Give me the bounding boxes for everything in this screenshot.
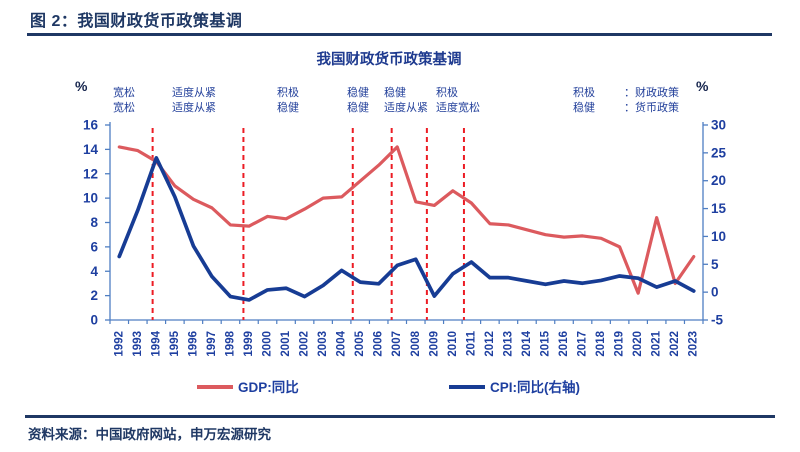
legend-item-gdp: GDP:同比 <box>197 376 299 396</box>
fiscal-policy-label: 积极 <box>436 87 458 99</box>
policy-key-label: 财政政策 <box>635 87 679 99</box>
legend-cpi-label: CPI:同比(右轴) <box>490 380 580 395</box>
right-axis-tick-label: 10 <box>711 229 726 244</box>
x-axis-year-label: 1994 <box>150 330 162 356</box>
x-axis-year-label: 2003 <box>317 331 329 357</box>
left-axis-tick-label: 16 <box>83 118 99 133</box>
right-axis-tick-label: 5 <box>711 257 719 272</box>
x-axis-year-label: 2023 <box>688 331 700 357</box>
x-axis-year-label: 2018 <box>595 330 607 356</box>
x-axis-year-label: 2005 <box>354 330 366 356</box>
policy-key-sep: ： <box>624 87 635 99</box>
right-axis-tick-label: 20 <box>711 173 726 188</box>
fiscal-policy-label: 积极 <box>277 87 299 99</box>
x-axis-year-label: 2015 <box>539 330 551 356</box>
monetary-policy-label: 适度宽松 <box>436 102 480 114</box>
policy-annotation: 宽松 宽松 <box>113 86 135 116</box>
policy-annotation: 积极 稳健 <box>277 86 299 116</box>
monetary-policy-label: 稳健 <box>277 102 299 114</box>
left-axis-tick-label: 2 <box>90 288 98 303</box>
left-axis-tick-label: 8 <box>90 215 98 230</box>
gdp-line-swatch <box>197 385 233 389</box>
x-axis-year-label: 2001 <box>280 330 292 356</box>
x-axis-year-label: 2016 <box>558 331 570 357</box>
right-axis-tick-label: 0 <box>711 285 719 300</box>
fiscal-policy-label: 稳健 <box>384 87 406 99</box>
figure-title: 图 2：我国财政货币政策基调 <box>30 13 243 30</box>
x-axis-year-label: 2017 <box>577 331 589 357</box>
x-axis-year-label: 2012 <box>484 331 496 357</box>
x-axis-year-label: 1996 <box>187 331 199 357</box>
x-axis-year-label: 1995 <box>169 330 181 356</box>
right-axis-tick-label: 15 <box>711 201 727 216</box>
x-axis-year-label: 1992 <box>113 331 125 357</box>
x-axis-year-label: 2006 <box>373 331 385 357</box>
right-axis-unit-label: % <box>696 78 709 94</box>
fiscal-policy-label: 稳健 <box>347 87 369 99</box>
policy-key-sep: ： <box>624 102 635 114</box>
x-axis-year-label: 2007 <box>391 331 403 357</box>
left-axis-tick-label: 6 <box>90 239 98 254</box>
right-axis-tick-label: 25 <box>711 145 727 160</box>
x-axis-year-label: 1999 <box>243 331 255 357</box>
x-axis-year-label: 1998 <box>224 330 236 356</box>
right-axis-tick-label: 30 <box>711 118 726 133</box>
policy-key: 积极 ： 财政政策 稳健 ： 货币政策 <box>573 86 679 116</box>
x-axis-year-label: 2010 <box>447 331 459 357</box>
policy-annotation: 稳健 稳健 <box>347 86 369 116</box>
monetary-policy-label: 适度从紧 <box>172 102 216 114</box>
x-axis-year-label: 2022 <box>669 331 681 357</box>
policy-key-row: 积极 ： 财政政策 <box>573 86 679 101</box>
x-axis-year-label: 2000 <box>262 331 274 357</box>
x-axis-year-label: 1997 <box>206 331 218 357</box>
fiscal-policy-label: 适度从紧 <box>172 87 216 99</box>
policy-key-term: 积极 <box>573 87 595 99</box>
x-axis-year-label: 2011 <box>465 330 477 356</box>
footer-divider <box>25 415 775 418</box>
x-axis-year-label: 2019 <box>614 331 626 357</box>
chart-title: 我国财政货币政策基调 <box>316 52 462 68</box>
cpi-series-line <box>117 156 696 302</box>
monetary-policy-label: 适度从紧 <box>384 102 428 114</box>
x-axis-year-label: 2014 <box>521 330 533 356</box>
fiscal-policy-label: 宽松 <box>113 87 135 99</box>
right-axis-tick-label: -5 <box>711 313 723 328</box>
x-axis-year-label: 2002 <box>299 331 311 357</box>
policy-annotation: 稳健 适度从紧 <box>384 86 428 116</box>
policy-key-term: 稳健 <box>573 102 595 114</box>
left-axis-tick-label: 12 <box>83 166 98 181</box>
policy-key-row: 稳健 ： 货币政策 <box>573 101 679 116</box>
left-axis-unit-label: % <box>75 78 88 94</box>
x-axis-year-label: 1993 <box>132 331 144 357</box>
legend-gdp-label: GDP:同比 <box>238 380 299 395</box>
left-axis-tick-label: 4 <box>90 264 98 279</box>
x-axis-year-label: 2021 <box>651 330 663 356</box>
gdp-series-line <box>117 145 696 295</box>
policy-annotation: 积极 适度宽松 <box>436 86 480 116</box>
policy-annotation: 适度从紧 适度从紧 <box>172 86 216 116</box>
source-note: 资料来源：中国政府网站，申万宏源研究 <box>28 427 271 442</box>
left-axis-tick-label: 14 <box>83 142 99 157</box>
x-axis-year-label: 2008 <box>410 330 422 356</box>
header-divider <box>27 33 772 36</box>
x-axis-year-label: 2020 <box>632 331 644 357</box>
policy-key-label: 货币政策 <box>635 102 679 114</box>
x-axis-year-label: 2004 <box>336 330 348 356</box>
left-axis-tick-label: 0 <box>90 313 98 328</box>
left-axis-tick-label: 10 <box>83 191 98 206</box>
cpi-line-swatch <box>449 384 485 389</box>
x-axis-year-label: 2013 <box>502 331 514 357</box>
legend-item-cpi: CPI:同比(右轴) <box>449 376 580 396</box>
monetary-policy-label: 宽松 <box>113 102 135 114</box>
x-axis-year-label: 2009 <box>428 331 440 357</box>
monetary-policy-label: 稳健 <box>347 102 369 114</box>
